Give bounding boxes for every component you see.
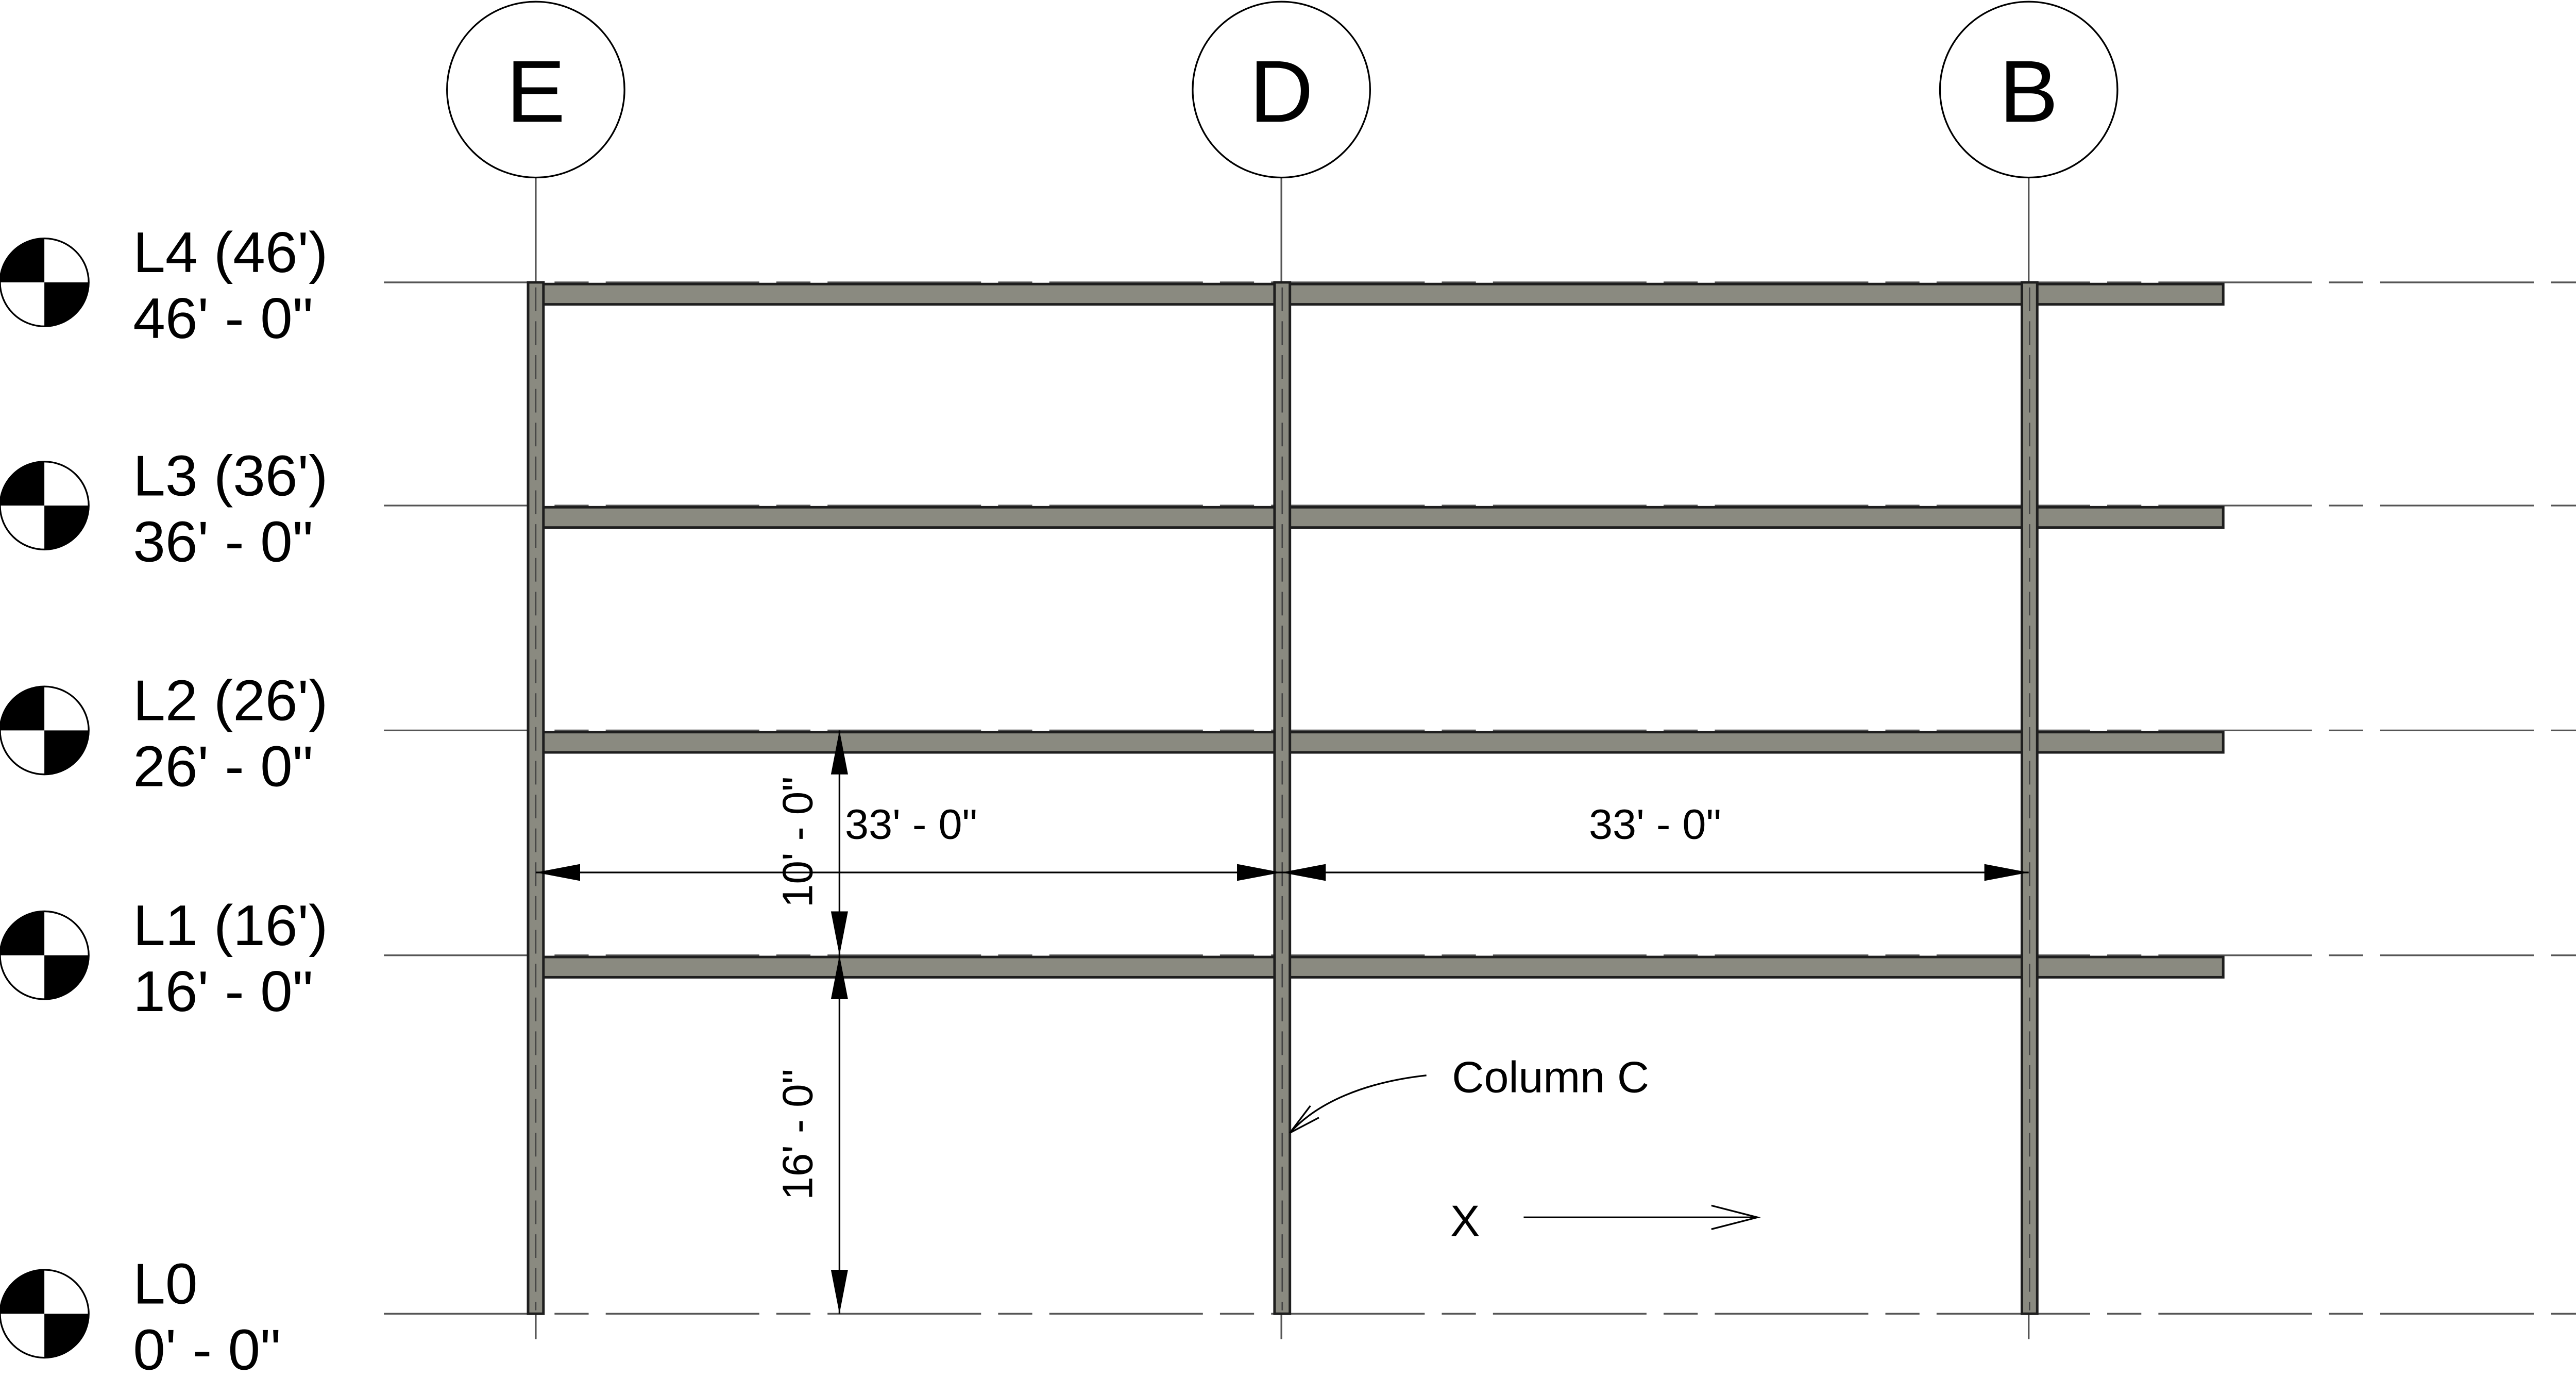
grid-bubble-b: B xyxy=(1939,1,2119,179)
level-elevation-l2: 26' - 0" xyxy=(133,734,313,798)
level-name-l4: L4 (46') xyxy=(133,221,328,284)
grid-bubble-e: E xyxy=(446,1,625,179)
level-elevation-l4: 46' - 0" xyxy=(133,287,313,350)
grid-label-d: D xyxy=(1249,43,1313,141)
dim-arrow-e xyxy=(535,864,581,881)
beam-l4 xyxy=(541,282,2225,306)
level-name-l3: L3 (36') xyxy=(133,444,328,508)
level-elevation-l3: 36' - 0" xyxy=(133,510,313,574)
level-name-l1: L1 (16') xyxy=(133,894,328,957)
level-head-l4: L4 (46') 46' - 0" xyxy=(0,221,328,350)
level-elevation-l1: 16' - 0" xyxy=(133,959,313,1023)
dimension-span-e-d: 33' - 0" xyxy=(845,801,977,848)
column-centerlines xyxy=(535,287,2030,1310)
level-head-l0: L0 0' - 0" xyxy=(0,1252,281,1378)
grid-bubble-d: D xyxy=(1192,1,1371,179)
dimension-horizontal: 33' - 0" 33' - 0" xyxy=(535,801,2029,881)
x-direction-indicator: X xyxy=(1450,1197,1761,1246)
level-head-l3: L3 (36') 36' - 0" xyxy=(0,444,328,574)
level-lines xyxy=(384,281,2576,1315)
level-elevation-l0: 0' - 0" xyxy=(133,1318,281,1378)
column-c-callout: Column C xyxy=(1289,1053,1649,1134)
dim-arrow-l0 xyxy=(831,1270,848,1314)
dimension-span-d-b: 33' - 0" xyxy=(1589,801,1721,848)
grid-label-e: E xyxy=(506,43,565,141)
dim-arrow-d-right xyxy=(1281,864,1326,881)
dim-arrow-l1-down xyxy=(831,955,848,1000)
dimension-height-l0-l1: 16' - 0" xyxy=(774,1069,821,1200)
dim-arrow-l1-up xyxy=(831,911,848,955)
column-c-label: Column C xyxy=(1452,1053,1649,1102)
dimension-vertical: 10' - 0" 16' - 0" xyxy=(774,730,848,1314)
grid-label-b: B xyxy=(1999,43,2058,141)
dim-arrow-b xyxy=(1984,864,2029,881)
x-direction-label: X xyxy=(1450,1197,1480,1246)
level-head-l2: L2 (26') 26' - 0" xyxy=(0,668,328,799)
dim-arrow-l2 xyxy=(831,730,848,775)
dim-arrow-d-left xyxy=(1237,864,1282,881)
level-name-l2: L2 (26') xyxy=(133,668,328,732)
beam-l2 xyxy=(541,731,2225,754)
beam-l3 xyxy=(541,506,2225,529)
level-name-l0: L0 xyxy=(133,1252,197,1316)
dimension-height-l1-l2: 10' - 0" xyxy=(774,777,821,908)
level-head-l1: L1 (16') 16' - 0" xyxy=(0,894,328,1023)
beam-l1 xyxy=(541,955,2225,979)
